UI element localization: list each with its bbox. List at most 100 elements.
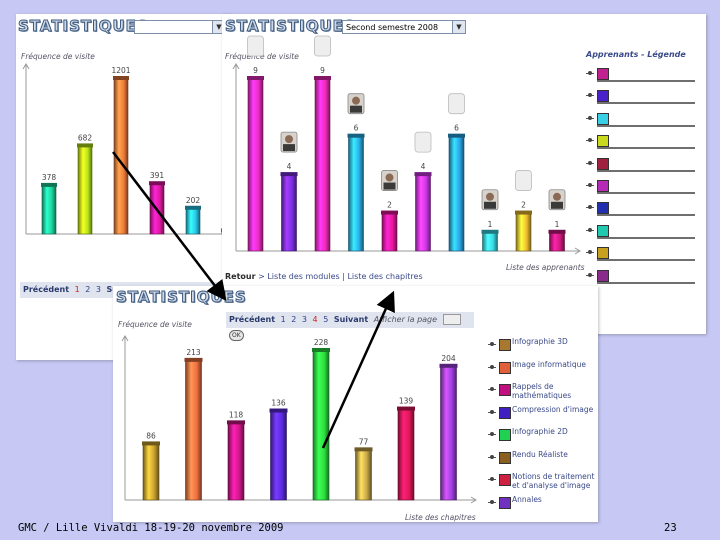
avatar-head — [352, 96, 360, 105]
bullet-icon — [586, 250, 594, 255]
bar-value-label: 77 — [359, 437, 369, 446]
bar-value-label: 391 — [150, 171, 165, 180]
bar — [314, 77, 331, 252]
previous-button[interactable]: Précédent — [229, 315, 276, 324]
color-swatch — [597, 247, 609, 260]
page-link-2[interactable]: 2 — [291, 315, 297, 324]
page-link-1[interactable]: 1 — [74, 285, 80, 294]
bar-value-label: 1201 — [111, 66, 130, 75]
color-swatch — [499, 339, 511, 351]
back-link[interactable]: Retour — [225, 272, 256, 281]
bullet-icon — [586, 272, 594, 277]
bar-value-label: 213 — [186, 348, 201, 357]
legend-item[interactable] — [586, 134, 698, 154]
legend-item[interactable]: Image informatique — [488, 360, 596, 381]
legend-divider — [597, 214, 695, 217]
bullet-icon — [488, 364, 496, 369]
page-number: 23 — [664, 522, 677, 534]
bar-cap — [149, 181, 165, 186]
avatar-placeholder — [515, 170, 532, 191]
legend-item[interactable] — [586, 157, 698, 177]
legend-item[interactable]: Rappels de mathématiques — [488, 382, 596, 403]
bar-value-label: 4 — [421, 162, 426, 171]
bar — [41, 184, 57, 235]
legend-divider — [597, 147, 695, 150]
bullet-icon — [488, 454, 496, 459]
legend-item[interactable] — [586, 246, 698, 266]
page-input[interactable] — [442, 314, 461, 325]
legend-divider — [597, 281, 695, 284]
legend-divider — [597, 124, 695, 127]
learner-visits-chart: 9 4 9 6 2 4 6 1 2 1 — [232, 35, 581, 255]
ok-button[interactable]: OK — [229, 330, 244, 341]
previous-button[interactable]: Précédent — [23, 285, 70, 294]
bar-value-label: 204 — [441, 354, 456, 363]
legend-item[interactable]: Annales — [488, 495, 596, 516]
bar-value-label: 1 — [488, 220, 493, 229]
legend-item[interactable] — [586, 269, 698, 289]
color-swatch — [597, 269, 609, 282]
legend-item[interactable] — [586, 112, 698, 132]
page-link-1[interactable]: 1 — [280, 315, 286, 324]
page-link-4[interactable]: 4 — [312, 315, 318, 324]
bar-value-label: 9 — [320, 66, 325, 75]
period-select[interactable]: ▼ — [134, 20, 226, 34]
legend-item[interactable]: Infographie 3D — [488, 337, 596, 358]
legend-divider — [597, 192, 695, 194]
avatar-body — [484, 201, 496, 209]
bar — [482, 231, 498, 252]
color-swatch — [499, 361, 511, 374]
chevron-down-icon[interactable]: ▼ — [212, 21, 225, 33]
color-swatch — [499, 451, 511, 464]
bullet-icon — [586, 71, 594, 75]
page-link-3[interactable]: 3 — [301, 315, 307, 324]
bar — [415, 173, 431, 252]
legend-divider — [597, 259, 695, 262]
legend-item[interactable]: Infographie 2D — [488, 427, 596, 448]
bar — [185, 207, 201, 235]
breadcrumb: Retour > Liste des modules | Liste des c… — [225, 272, 423, 281]
avatar-head — [486, 192, 494, 201]
bullet-icon — [488, 499, 496, 504]
bar-value-label: 2 — [521, 201, 526, 210]
modules-link[interactable]: Liste des modules — [267, 272, 340, 281]
legend-label: Rendu Réaliste — [512, 449, 568, 459]
chevron-down-icon[interactable]: ▼ — [452, 21, 465, 33]
bar — [515, 212, 532, 252]
legend-label: Compression d'image — [512, 404, 594, 414]
page-link-2[interactable]: 2 — [85, 285, 91, 294]
chapters-link[interactable]: Liste des chapitres — [347, 272, 423, 281]
avatar-head — [385, 173, 394, 182]
legend-item[interactable] — [586, 201, 698, 221]
legend-item[interactable]: Compression d'image — [488, 404, 596, 426]
breadcrumb-divider: | — [342, 272, 345, 281]
color-swatch — [597, 202, 609, 215]
chart-title: Fréquence de visite — [225, 52, 299, 61]
color-swatch — [597, 135, 609, 148]
panel-right: STATISTIQUES Second semestre 2008 ▼ Fréq… — [222, 14, 706, 334]
legend-item[interactable] — [586, 89, 698, 109]
page-link-3[interactable]: 3 — [95, 285, 101, 294]
color-swatch — [597, 68, 609, 80]
avatar-body — [283, 144, 295, 152]
bar-value-label: 2 — [387, 201, 392, 210]
bullet-icon — [488, 387, 496, 391]
bar-value-label: 6 — [354, 124, 359, 133]
color-swatch — [499, 406, 511, 419]
color-swatch — [499, 474, 511, 486]
bullet-icon — [488, 477, 496, 481]
avatar-placeholder — [414, 131, 432, 153]
legend-item[interactable] — [586, 67, 698, 87]
legend-item[interactable]: Notions de traitement et d'analyse d'ima… — [488, 472, 596, 493]
legend-item[interactable]: Rendu Réaliste — [488, 449, 596, 471]
bar-value-label: 9 — [253, 66, 258, 75]
period-select[interactable]: Second semestre 2008 ▼ — [342, 20, 466, 34]
color-swatch — [597, 90, 609, 103]
legend-item[interactable] — [586, 179, 698, 199]
avatar-head — [553, 192, 561, 201]
legend-item[interactable] — [586, 224, 698, 244]
legend-divider — [597, 236, 695, 239]
bar — [312, 349, 330, 501]
bar-cap — [227, 420, 245, 425]
legend-label: Rappels de mathématiques — [512, 382, 572, 400]
